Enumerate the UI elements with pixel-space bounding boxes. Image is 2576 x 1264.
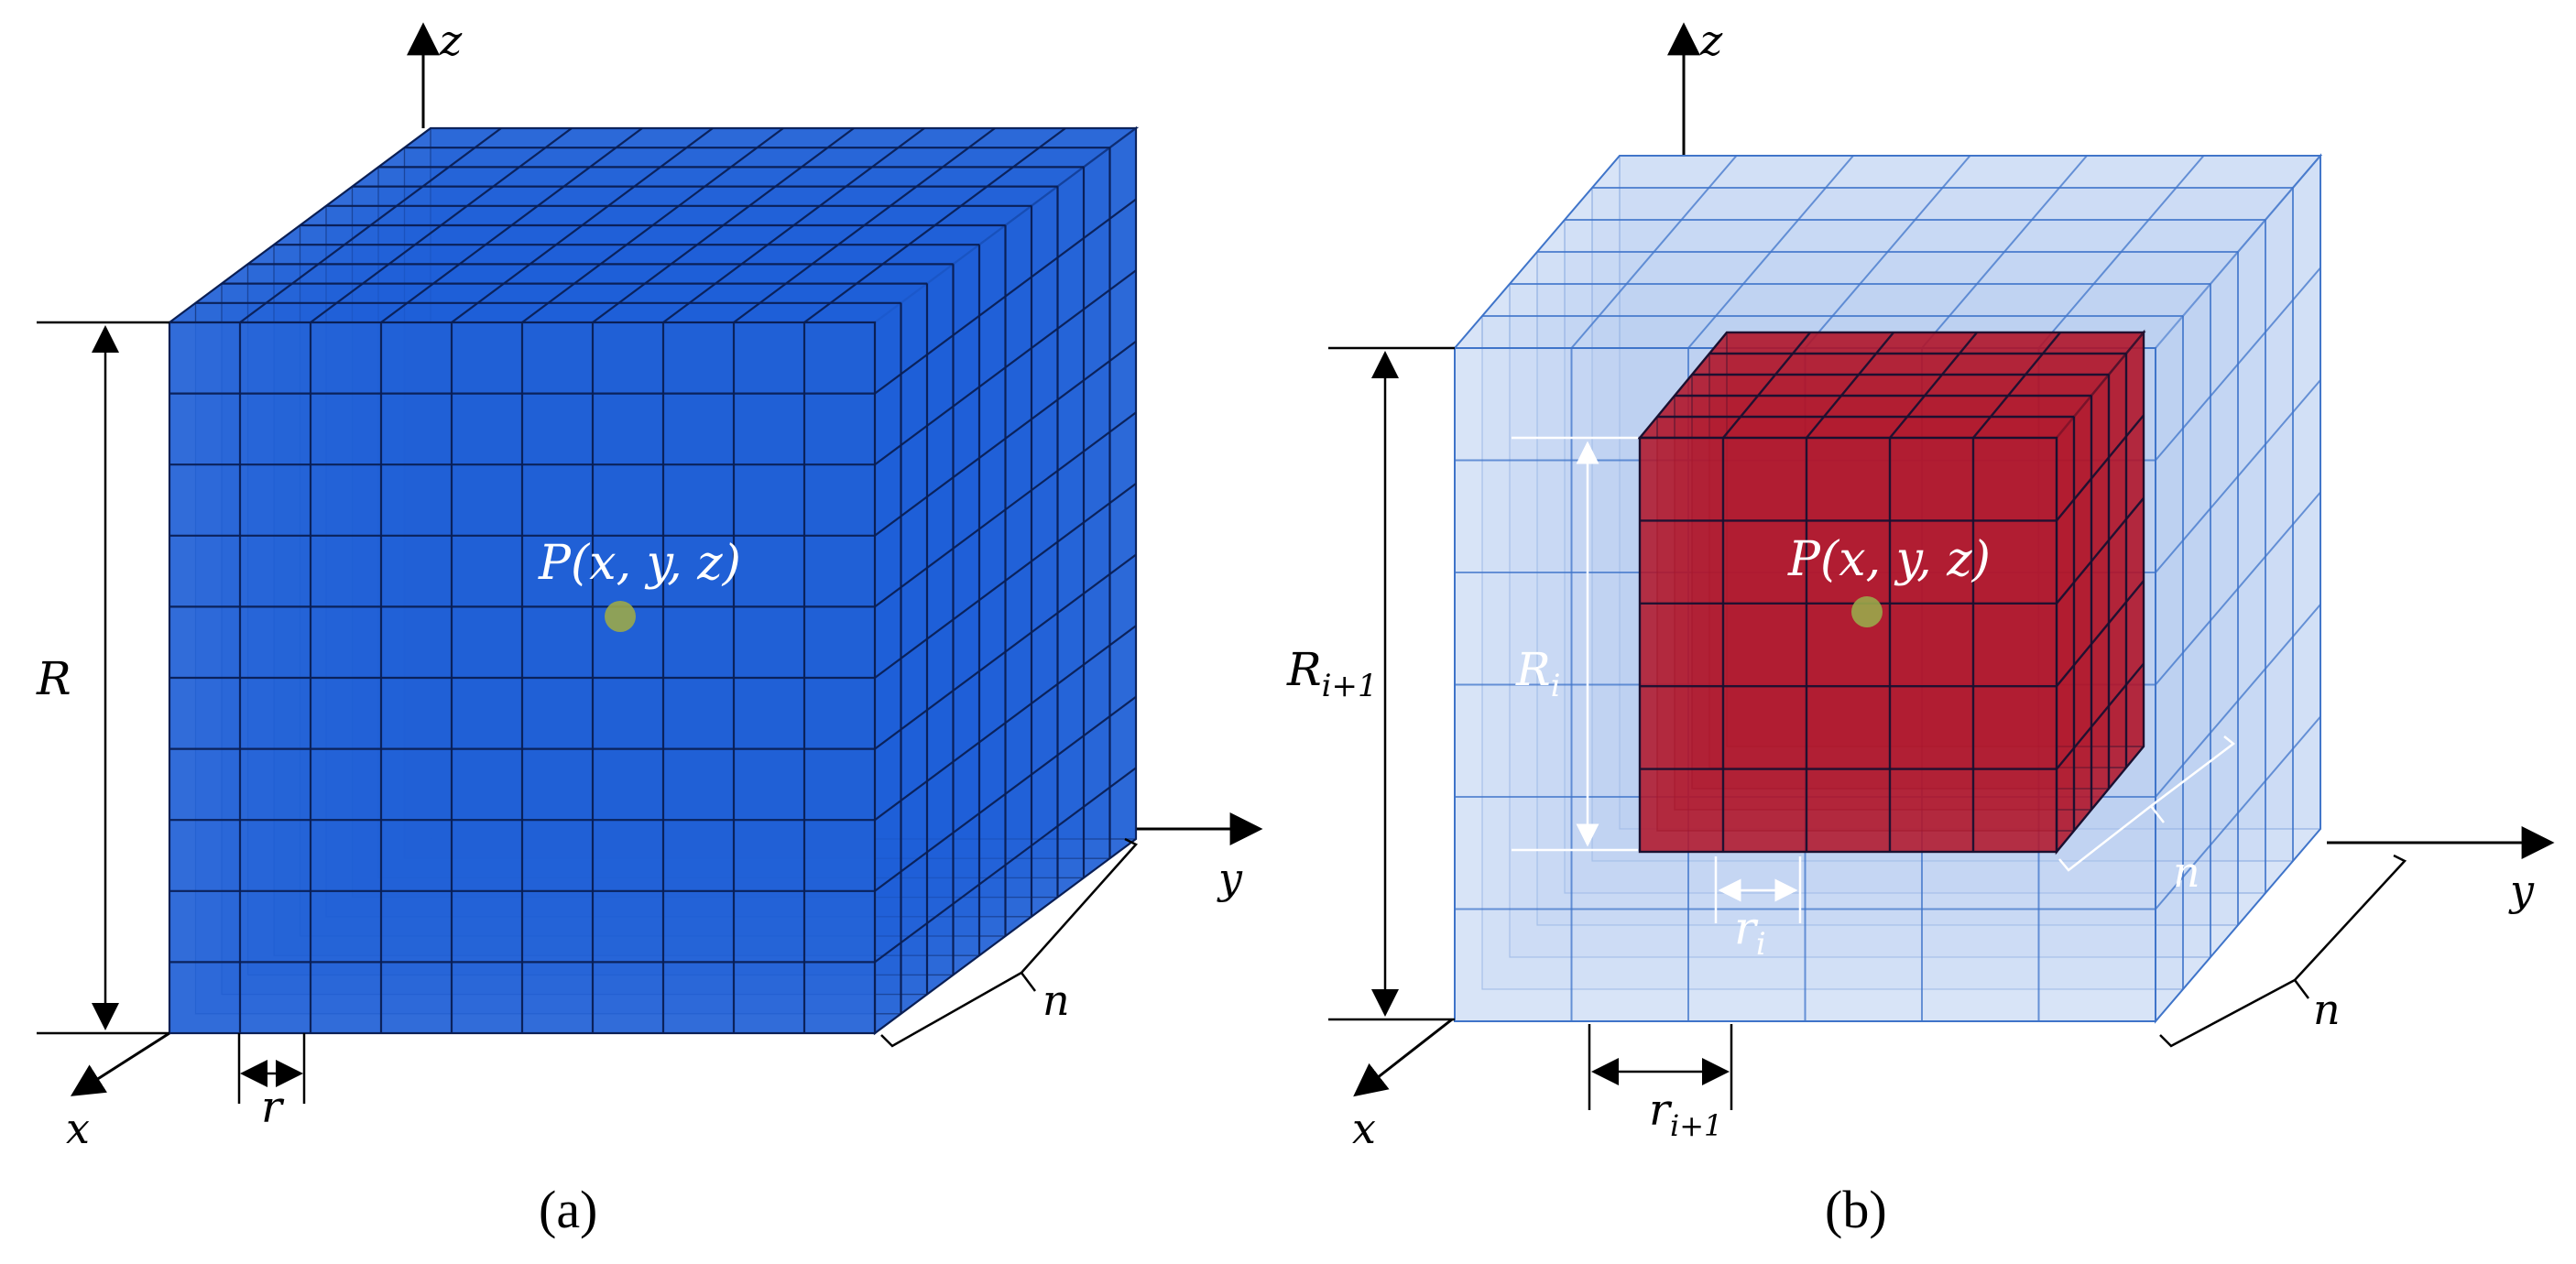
panel-b-Rin-label: Ri <box>1515 643 1561 704</box>
panel-a-cube-grid-line <box>874 625 1137 822</box>
panel-b-x-label: x <box>1352 1104 1376 1153</box>
panel-b-inner-cube <box>1637 329 2146 855</box>
panel-b-inner-grid-line <box>1806 332 1894 439</box>
panel-a-x-label: x <box>66 1104 90 1153</box>
panel-b-x-axis <box>1353 1018 1453 1097</box>
panel-a-z-label: z <box>439 16 463 65</box>
panel-a-cube-grid-line <box>874 767 1137 964</box>
panel-b-Rout-label: Ri+1 <box>1286 643 1378 704</box>
panel-b-rin-label: ri <box>1734 901 1766 963</box>
panel-a-point <box>605 601 636 632</box>
panel-b-inner-grid-line <box>2056 414 2145 522</box>
panel-a-cube-grid-line <box>803 127 1066 323</box>
panel-b-rout-label: ri+1 <box>1649 1084 1722 1143</box>
panel-b-inner-grid-line <box>2056 662 2145 770</box>
panel-a-y-label: y <box>1217 854 1243 903</box>
panel-b-y-label: y <box>2508 866 2535 915</box>
panel-b-point-label: P(x, y, z) <box>1787 532 1991 587</box>
panel-b-inner-grid-line <box>1972 332 2061 439</box>
panel-a-cube-grid-line <box>874 553 1137 750</box>
panel-a-x-axis <box>70 1031 170 1096</box>
panel-a-caption: (a) <box>539 1180 597 1239</box>
panel-b-inner-grid-line <box>2056 580 2145 687</box>
panel-b-z-label: z <box>1699 16 1723 65</box>
panel-a-n-brace-tip <box>1021 972 1036 992</box>
panel-b-inner-grid-line <box>1889 332 1978 439</box>
panel-b-outer-n-brace-tip <box>2294 979 2309 999</box>
panel-b-outer-n-label: n <box>2313 985 2341 1034</box>
panel-a-cube-grid-line <box>874 695 1137 892</box>
panel-a-r-label: r <box>261 1082 285 1133</box>
panel-a-n-label: n <box>1042 975 1070 1025</box>
panel-a: z y x P(x, y, z) R r n (a) <box>36 16 1263 1239</box>
panel-b-inner-n-label: n <box>2173 847 2200 897</box>
panel-a-cube-grid-line <box>733 127 996 323</box>
panel-a-cube <box>166 125 1140 1036</box>
panel-a-point-label: P(x, y, z) <box>538 536 741 591</box>
panel-b-inner-front-face <box>1638 436 2058 854</box>
panel-a-R-label: R <box>36 652 71 705</box>
panel-b-inner-grid-line <box>2056 497 2145 605</box>
panel-b: z y x P(x, y, z) Ri+1 Ri ri ri+1 n <box>1286 16 2555 1239</box>
panel-a-cube-grid-line <box>662 127 925 323</box>
panel-b-point <box>1851 596 1883 627</box>
panel-b-inner-grid-line <box>1722 332 1811 439</box>
panel-b-caption: (b) <box>1825 1180 1887 1239</box>
panel-b-inner-n-brace-tip <box>2150 805 2165 823</box>
panel-a-cube-grid-line <box>592 127 855 323</box>
